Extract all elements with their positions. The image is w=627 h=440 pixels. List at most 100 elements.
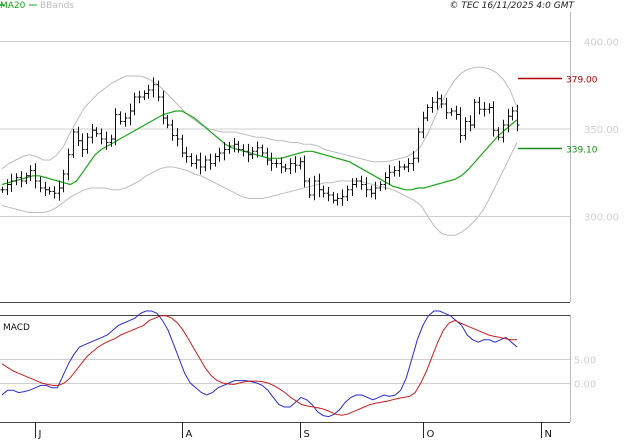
ohlc-bar xyxy=(94,127,99,137)
legend-bbands: BBands xyxy=(40,1,74,11)
ohlc-bar xyxy=(463,117,468,140)
ohlc-bar xyxy=(321,185,326,198)
ohlc-bar xyxy=(184,146,189,163)
ohlc-bar xyxy=(302,155,307,188)
header: MA20 BBands © TEC 16/11/2025 4:0 GMT xyxy=(0,1,575,11)
ohlc-bar xyxy=(104,131,109,150)
ohlc-bar xyxy=(279,157,284,174)
ohlc-bar xyxy=(340,189,345,206)
ohlc-bar xyxy=(222,142,227,161)
ohlc-bar xyxy=(227,141,232,154)
ohlc-bar xyxy=(350,178,355,197)
ohlc-bar xyxy=(307,177,312,199)
ohlc-bar xyxy=(189,153,194,167)
ohlc-bar xyxy=(354,177,359,188)
ma20-line xyxy=(1,110,518,191)
price-gridlines xyxy=(0,41,570,217)
ohlc-bar xyxy=(132,92,137,116)
copyright-stamp: © TEC 16/11/2025 4:0 GMT xyxy=(449,1,575,11)
ohlc-bar xyxy=(213,153,218,167)
ohlc-bar xyxy=(406,158,411,173)
ohlc-bar xyxy=(383,172,388,190)
ohlc-bar xyxy=(151,77,156,98)
ohlc-bar xyxy=(198,152,203,175)
price-y-tick-label: 400.00 xyxy=(584,38,619,49)
x-axis-month-label: A xyxy=(186,429,193,440)
ohlc-bars xyxy=(0,77,520,206)
ohlc-bar xyxy=(194,154,199,169)
ohlc-bar xyxy=(510,106,515,121)
ohlc-bar xyxy=(458,107,463,143)
ohlc-bar xyxy=(66,148,71,181)
ohlc-bar xyxy=(449,107,454,116)
ohlc-bar xyxy=(411,150,416,171)
ohlc-bar xyxy=(250,147,255,159)
ohlc-bar xyxy=(175,128,180,147)
price-panel: 400.00 350.00 300.00 379.00 339.10 xyxy=(0,12,619,303)
ohlc-bar xyxy=(180,134,185,158)
ohlc-bar xyxy=(326,186,331,202)
ohlc-bar xyxy=(491,101,496,137)
x-axis-month-label: S xyxy=(304,429,310,440)
ohlc-bar xyxy=(515,104,520,132)
macd-series xyxy=(1,310,518,418)
ohlc-bar xyxy=(80,133,85,157)
ohlc-bar xyxy=(265,147,270,166)
macd-y-tick-labels: 5.00 0.00 xyxy=(574,356,596,391)
ohlc-bar xyxy=(345,185,350,201)
macd-y-tick-label: 0.00 xyxy=(574,380,596,391)
ohlc-bar xyxy=(397,160,402,177)
macd-panel: MACD 5.00 0.00 xyxy=(0,310,596,423)
ohlc-bar xyxy=(118,111,123,125)
ohlc-bar xyxy=(331,191,336,204)
ohlc-bar xyxy=(109,134,114,147)
ohlc-bar xyxy=(28,165,33,181)
ohlc-bar xyxy=(43,181,48,197)
ohlc-bar xyxy=(241,144,246,157)
ohlc-bar xyxy=(392,166,397,177)
ohlc-bar xyxy=(435,91,440,110)
ohlc-bar xyxy=(123,112,128,127)
ohlc-bar xyxy=(496,127,501,141)
ohlc-bar xyxy=(283,163,288,172)
ohlc-bar xyxy=(161,90,166,125)
ohlc-bar xyxy=(128,103,133,126)
ohlc-bar xyxy=(468,115,473,132)
ohlc-bar xyxy=(142,90,147,101)
ohlc-bar xyxy=(298,157,303,170)
ohlc-bar xyxy=(14,173,19,186)
ohlc-bar xyxy=(454,105,459,120)
ohlc-bar xyxy=(312,175,317,201)
ohlc-bar xyxy=(477,97,482,115)
ohlc-bar xyxy=(170,119,175,141)
ohlc-bar xyxy=(146,84,151,99)
ohlc-bar xyxy=(24,172,29,185)
ohlc-bar xyxy=(317,173,322,198)
bollinger-upper-band xyxy=(1,66,518,170)
ohlc-bar xyxy=(472,99,477,129)
ohlc-bar xyxy=(378,181,383,192)
ohlc-bar xyxy=(203,155,208,172)
ohlc-bar xyxy=(5,179,10,195)
ohlc-bar xyxy=(57,180,62,201)
ohlc-bar xyxy=(156,80,161,102)
price-level-label: 379.00 xyxy=(566,76,598,86)
ohlc-bar xyxy=(402,163,407,171)
macd-y-tick-label: 5.00 xyxy=(574,356,596,367)
ohlc-bar xyxy=(90,123,95,144)
ohlc-bar xyxy=(501,119,506,143)
ohlc-bar xyxy=(269,152,274,171)
ohlc-bar xyxy=(373,181,378,200)
ohlc-bar xyxy=(274,159,279,168)
ohlc-bar xyxy=(99,128,104,145)
ohlc-bar xyxy=(38,176,43,193)
ohlc-bar xyxy=(364,177,369,198)
ohlc-bar xyxy=(76,126,81,146)
ohlc-bar xyxy=(113,108,118,146)
bollinger-lower-band xyxy=(1,142,518,236)
ohlc-bar xyxy=(217,147,222,162)
ohlc-bar xyxy=(232,137,237,153)
price-levels: 379.00 339.10 xyxy=(518,76,598,156)
